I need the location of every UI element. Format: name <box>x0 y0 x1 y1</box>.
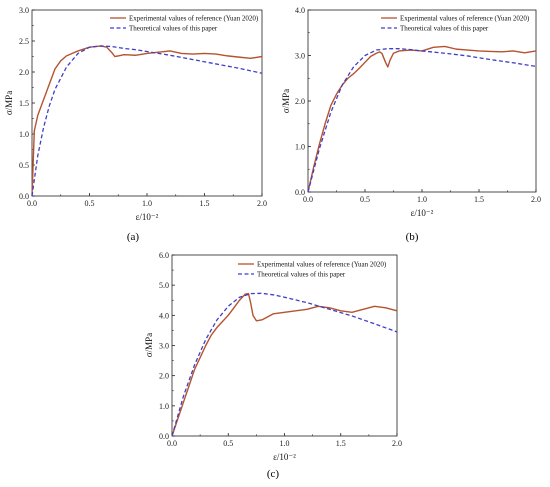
x-axis-label: ε/10⁻² <box>136 212 159 222</box>
x-tick-label: 0.5 <box>85 199 95 208</box>
x-tick-label: 2.0 <box>392 439 402 448</box>
plot-frame <box>31 9 263 197</box>
x-tick-label: 2.0 <box>531 195 541 204</box>
y-tick-label: 3.0 <box>19 6 29 15</box>
y-tick-label: 1.5 <box>19 99 29 108</box>
x-tick-label: 0.0 <box>27 199 37 208</box>
y-tick-label: 0.0 <box>19 192 29 201</box>
x-axis-label: ε/10⁻² <box>411 208 434 218</box>
legend-entry: Theoretical values of this paper <box>400 25 489 33</box>
panel-label: (a) <box>127 231 140 243</box>
y-tick-label: 1.0 <box>159 402 169 411</box>
legend-entry: Experimental values of reference (Yuan 2… <box>400 15 530 23</box>
x-axis-label: ε/10⁻² <box>273 452 296 462</box>
chart-panel-b: 0.0 0.5 1.0 1.5 2.0 0.0 1.0 2.0 3.0 4.0 ε/10⁻² σ/MP… <box>281 6 541 243</box>
y-tick-label: 6.0 <box>159 251 169 260</box>
y-tick-label: 4.0 <box>159 311 169 320</box>
x-tick-label: 0.0 <box>303 195 313 204</box>
x-tick-label: 2.0 <box>257 199 267 208</box>
y-tick-label: 3.0 <box>159 342 169 351</box>
y-tick-label: 0.0 <box>295 188 305 197</box>
panel-label: (b) <box>406 231 419 243</box>
x-tick-label: 1.5 <box>336 439 346 448</box>
x-tick-label: 1.5 <box>200 199 210 208</box>
series-line-experimental <box>307 45 537 193</box>
y-tick-label: 1.0 <box>295 143 305 152</box>
legend-entry: Theoretical values of this paper <box>257 271 346 279</box>
x-tick-label: 1.0 <box>142 199 152 208</box>
chart-panel-a: 0.0 0.5 1.0 1.5 2.0 0.0 0.5 1.0 1.5 2.0 2.5 3.0 ε/10… <box>4 6 267 243</box>
x-tick-label: 0.5 <box>223 439 233 448</box>
y-tick-label: 2.0 <box>19 68 29 77</box>
x-tick-label: 0.5 <box>360 195 370 204</box>
x-tick-label: 1.0 <box>280 439 290 448</box>
series-line-theoretical <box>171 292 398 437</box>
panel-label: (c) <box>267 468 280 480</box>
y-tick-label: 0.0 <box>159 432 169 441</box>
y-tick-label: 2.5 <box>19 37 29 46</box>
y-tick-label: 3.0 <box>295 52 305 61</box>
x-tick-label: 1.5 <box>474 195 484 204</box>
series-line-theoretical <box>31 45 263 197</box>
legend-entry: Theoretical values of this paper <box>129 25 218 33</box>
series-line-experimental <box>171 292 398 437</box>
chart-panel-c: 0.0 0.5 1.0 1.5 2.0 0.0 1.0 2.0 3.0 4.0 5.0 6.0 ε/10… <box>144 251 402 480</box>
y-tick-label: 2.0 <box>295 97 305 106</box>
x-tick-label: 0.0 <box>167 439 177 448</box>
plot-frame <box>307 9 537 193</box>
y-axis-label: σ/MPa <box>281 89 291 113</box>
y-tick-label: 0.5 <box>19 161 29 170</box>
y-tick-label: 5.0 <box>159 281 169 290</box>
y-tick-label: 1.0 <box>19 130 29 139</box>
y-axis-label: σ/MPa <box>4 91 14 115</box>
series-line-theoretical <box>307 48 537 193</box>
y-axis-label: σ/MPa <box>144 333 154 357</box>
y-tick-label: 2.0 <box>159 372 169 381</box>
x-tick-label: 1.0 <box>417 195 427 204</box>
legend-entry: Experimental values of reference (Yuan 2… <box>129 15 259 23</box>
series-line-experimental <box>31 45 263 197</box>
y-tick-label: 4.0 <box>295 6 305 15</box>
legend-entry: Experimental values of reference (Yuan 2… <box>257 261 387 269</box>
